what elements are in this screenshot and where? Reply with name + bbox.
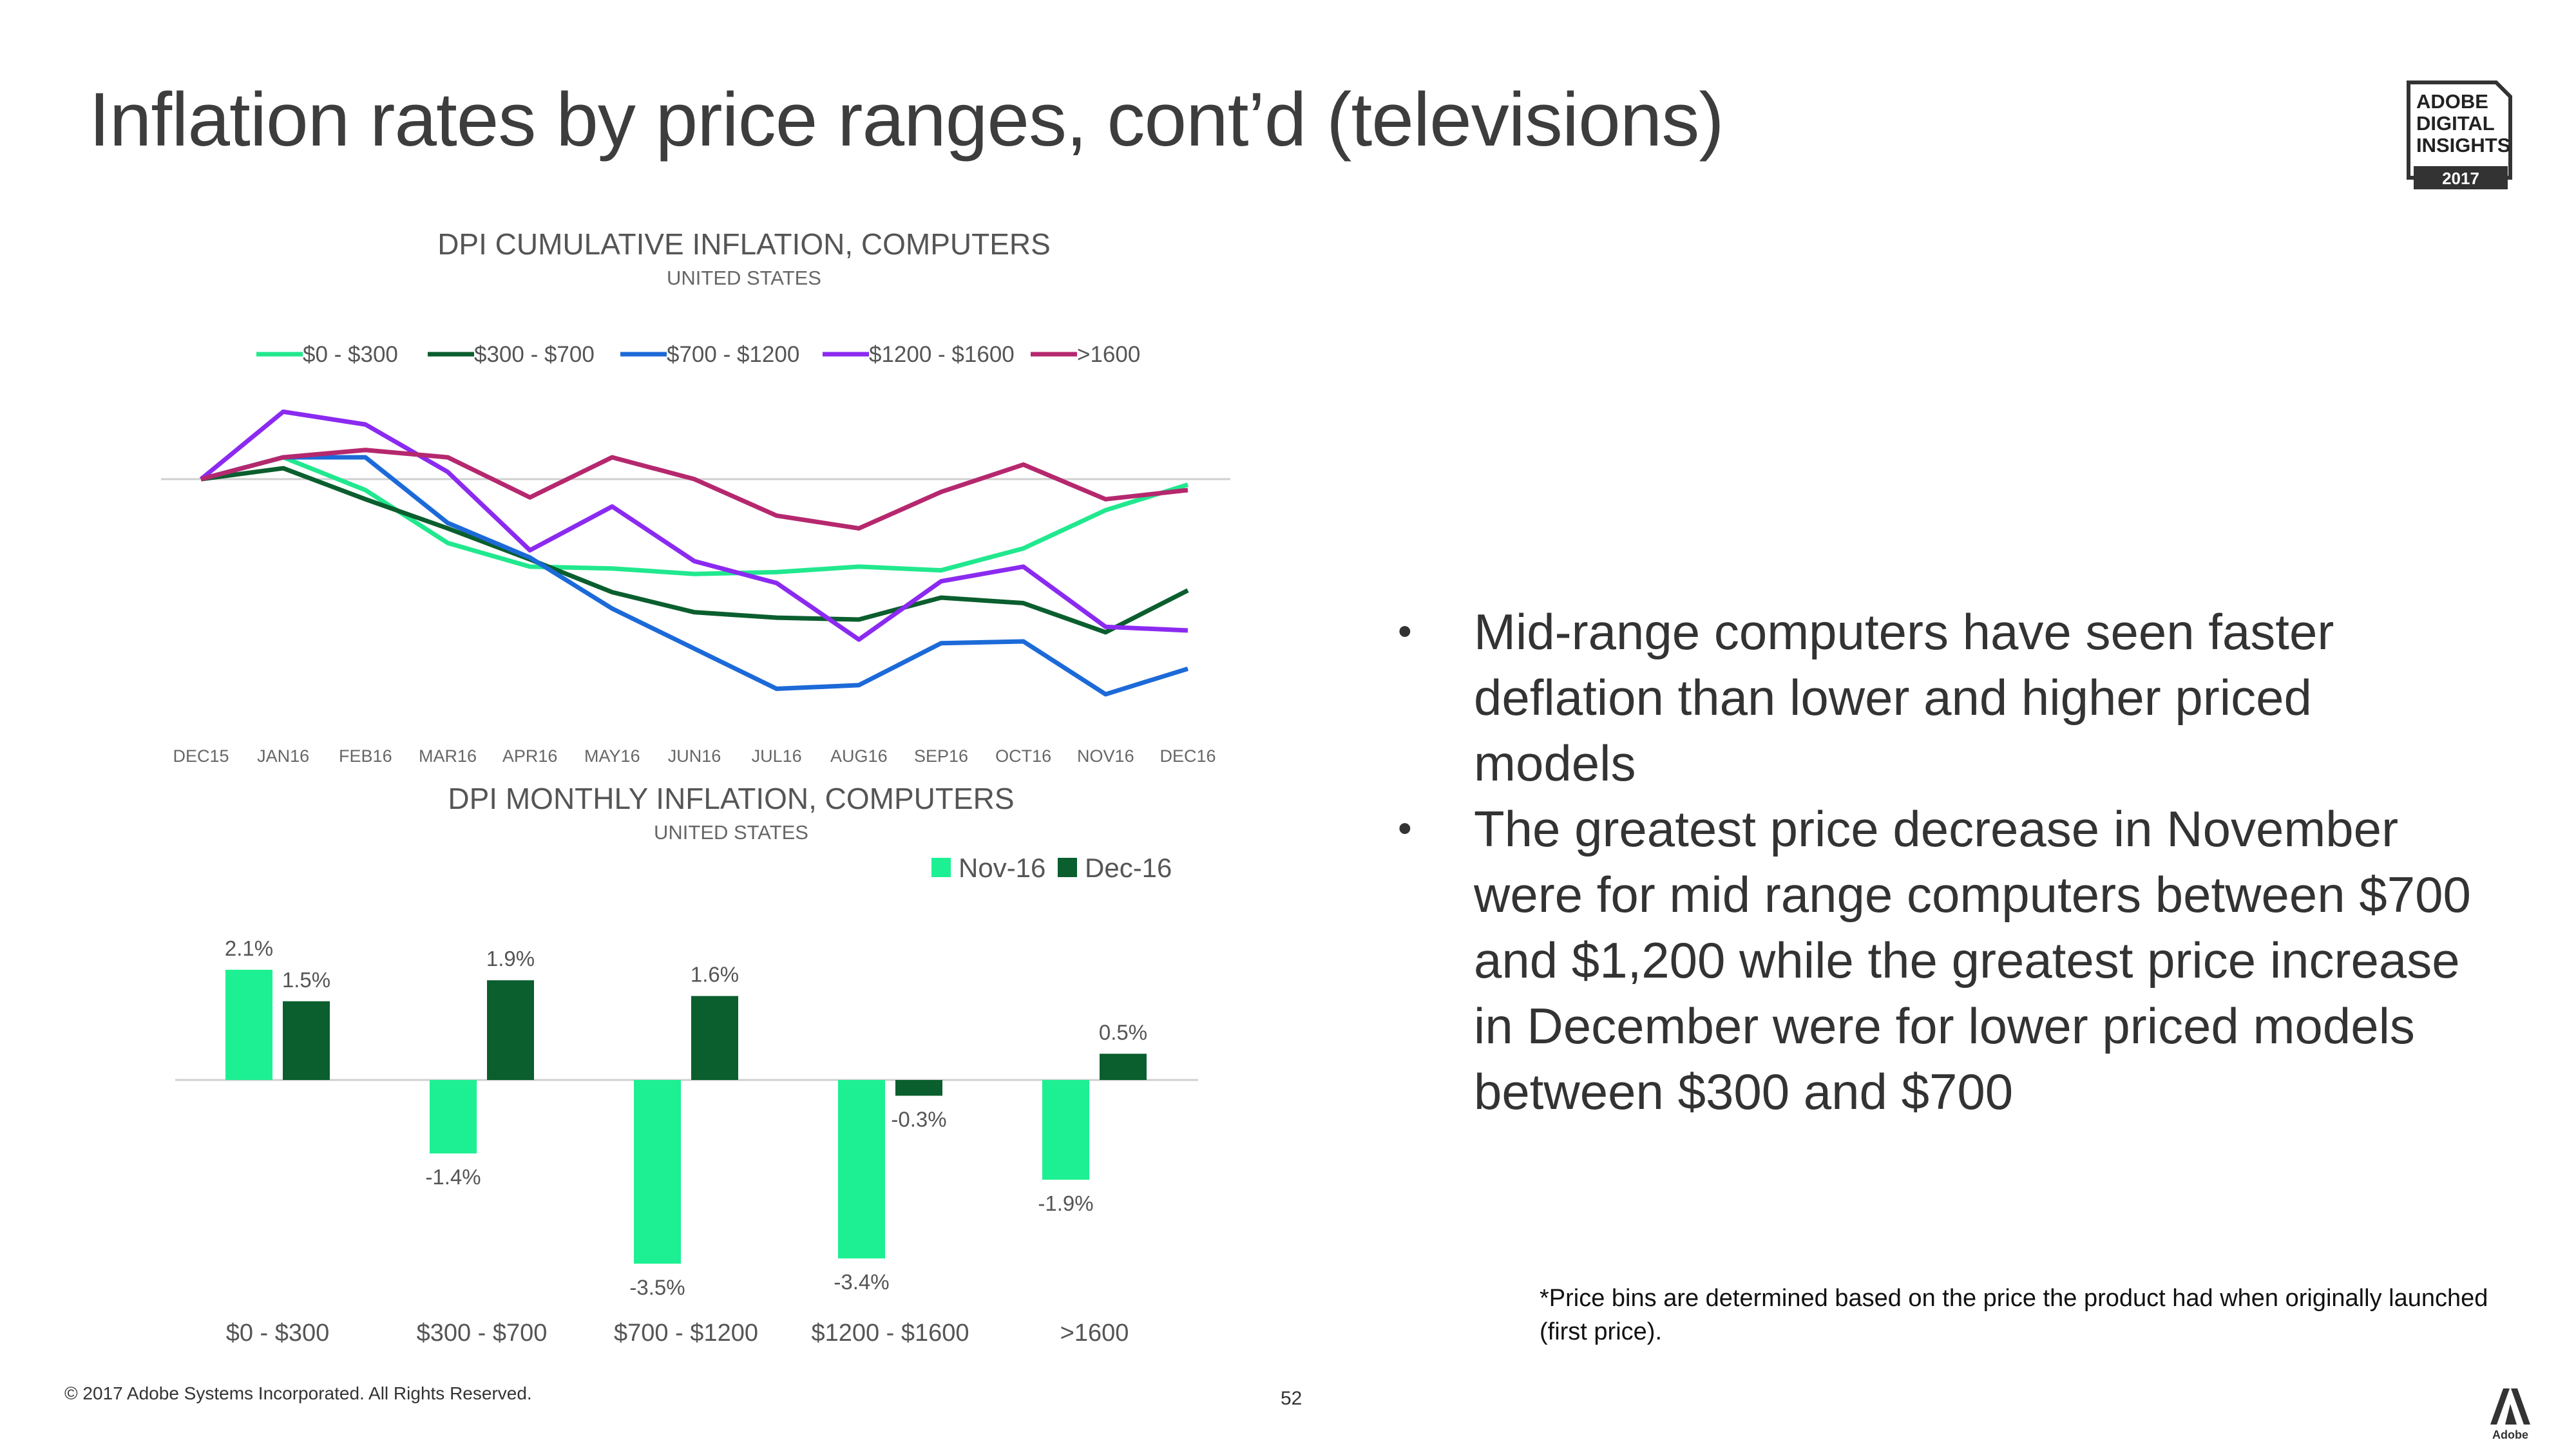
x-category-label: $700 - $1200	[614, 1320, 758, 1347]
x-tick-label: DEC15	[173, 746, 229, 766]
series-line-4	[200, 448, 1188, 531]
bar-data-label: -1.9%	[1038, 1191, 1093, 1215]
series-line-1	[200, 466, 1189, 635]
bar	[838, 1080, 885, 1259]
footnote: *Price bins are determined based on the …	[1540, 1285, 2488, 1345]
x-category-label: $300 - $700	[417, 1320, 548, 1347]
badge-line-digital: DIGITAL	[2416, 112, 2495, 135]
x-tick-label: JUL16	[752, 746, 802, 766]
bar-chart-title: DPI MONTHLY INFLATION, COMPUTERS	[448, 782, 1015, 815]
bar-data-label: 1.9%	[486, 947, 535, 971]
series-line-3	[199, 409, 1188, 642]
line-chart-subtitle: UNITED STATES	[667, 267, 821, 289]
legend-swatch	[1058, 858, 1077, 877]
bar	[283, 1001, 330, 1080]
x-tick-label: SEP16	[914, 746, 968, 766]
adobe-logo: Adobe	[2490, 1388, 2530, 1441]
legend-label: >1600	[1077, 342, 1140, 367]
bar-data-label: 1.5%	[282, 968, 330, 992]
badge-line-adobe: ADOBE	[2416, 90, 2488, 113]
bullet-list: • Mid-range computers have seen faster de…	[1385, 599, 2480, 1124]
bar	[1042, 1080, 1089, 1180]
bar-data-label: 1.6%	[691, 963, 739, 987]
x-category-label: >1600	[1060, 1320, 1129, 1347]
legend-label: $300 - $700	[474, 342, 595, 367]
x-tick-label: JAN16	[257, 746, 309, 766]
bar	[430, 1080, 477, 1154]
cumulative-inflation-line-chart: DEC15 JAN16 FEB16 MAR16 APR16 MAY16 JUN16 JUL16…	[161, 342, 1230, 766]
adobe-digital-insights-badge: ADOBE DIGITAL INSIGHTS 2017	[2407, 80, 2512, 189]
page-number: 52	[1281, 1388, 1302, 1409]
bar-data-label: 2.1%	[225, 936, 273, 960]
bar	[487, 980, 534, 1080]
bullet-item: • The greatest price decrease in November…	[1385, 796, 2480, 1124]
slide-title: Inflation rates by price ranges, cont’d …	[89, 77, 1724, 162]
x-category-label: $0 - $300	[226, 1320, 330, 1347]
bar	[225, 969, 272, 1080]
bullet-dot: •	[1398, 609, 1412, 654]
bullet-dot: •	[1398, 806, 1412, 851]
x-tick-label: MAR16	[419, 746, 477, 766]
legend-label: $1200 - $1600	[869, 342, 1015, 367]
bar	[895, 1080, 942, 1096]
bar	[1100, 1054, 1147, 1080]
bar-chart-subtitle: UNITED STATES	[654, 821, 808, 844]
series-line-0	[200, 455, 1189, 576]
badge-line-insights: INSIGHTS	[2416, 134, 2510, 156]
bar-data-label: -3.4%	[834, 1270, 889, 1294]
legend-label: Nov-16	[959, 853, 1045, 883]
bar-data-label: 0.5%	[1099, 1020, 1147, 1044]
copyright: © 2017 Adobe Systems Incorporated. All R…	[64, 1383, 532, 1403]
bar	[691, 996, 738, 1080]
x-tick-label: OCT16	[995, 746, 1051, 766]
x-tick-label: NOV16	[1077, 746, 1134, 766]
bullet-text: Mid-range computers have seen faster def…	[1474, 603, 2334, 791]
x-tick-label: AUG16	[830, 746, 888, 766]
badge-year: 2017	[2442, 169, 2479, 188]
legend-swatch	[931, 858, 951, 877]
monthly-inflation-bar-chart: 2.1% 1.5% $0 - $300 -1.4% 1.9% $300 - $700 -3.…	[175, 853, 1198, 1347]
legend-label: Dec-16	[1085, 853, 1172, 883]
line-chart-title: DPI CUMULATIVE INFLATION, COMPUTERS	[437, 227, 1051, 261]
x-tick-label: MAY16	[584, 746, 640, 766]
x-tick-label: APR16	[502, 746, 558, 766]
series-line-2	[200, 455, 1189, 697]
x-tick-label: DEC16	[1159, 746, 1216, 766]
bullet-text: The greatest price decrease in November …	[1474, 800, 2471, 1120]
legend-label: $0 - $300	[303, 342, 398, 367]
legend-label: $700 - $1200	[667, 342, 799, 367]
bar	[634, 1080, 681, 1264]
x-category-label: $1200 - $1600	[811, 1320, 969, 1347]
x-tick-label: FEB16	[339, 746, 392, 766]
adobe-logo-wordmark: Adobe	[2492, 1428, 2528, 1441]
bullet-item: • Mid-range computers have seen faster de…	[1385, 599, 2480, 796]
x-tick-label: JUN16	[668, 746, 721, 766]
bar-data-label: -1.4%	[425, 1165, 481, 1189]
bar-data-label: -3.5%	[629, 1275, 685, 1299]
bar-data-label: -0.3%	[891, 1107, 946, 1131]
